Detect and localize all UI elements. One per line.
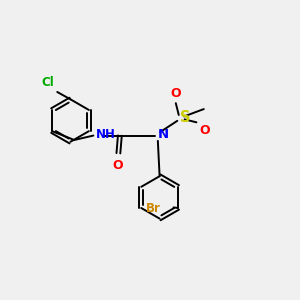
- Text: NH: NH: [95, 128, 115, 142]
- Text: Br: Br: [146, 202, 160, 214]
- Text: S: S: [180, 110, 191, 125]
- Text: O: O: [170, 87, 181, 100]
- Text: O: O: [200, 124, 210, 137]
- Text: Cl: Cl: [42, 76, 54, 89]
- Text: N: N: [157, 128, 168, 141]
- Text: O: O: [112, 158, 123, 172]
